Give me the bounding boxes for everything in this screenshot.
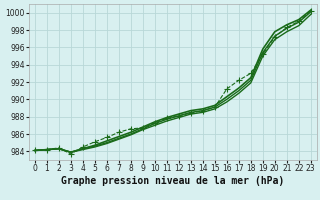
X-axis label: Graphe pression niveau de la mer (hPa): Graphe pression niveau de la mer (hPa) bbox=[61, 176, 284, 186]
